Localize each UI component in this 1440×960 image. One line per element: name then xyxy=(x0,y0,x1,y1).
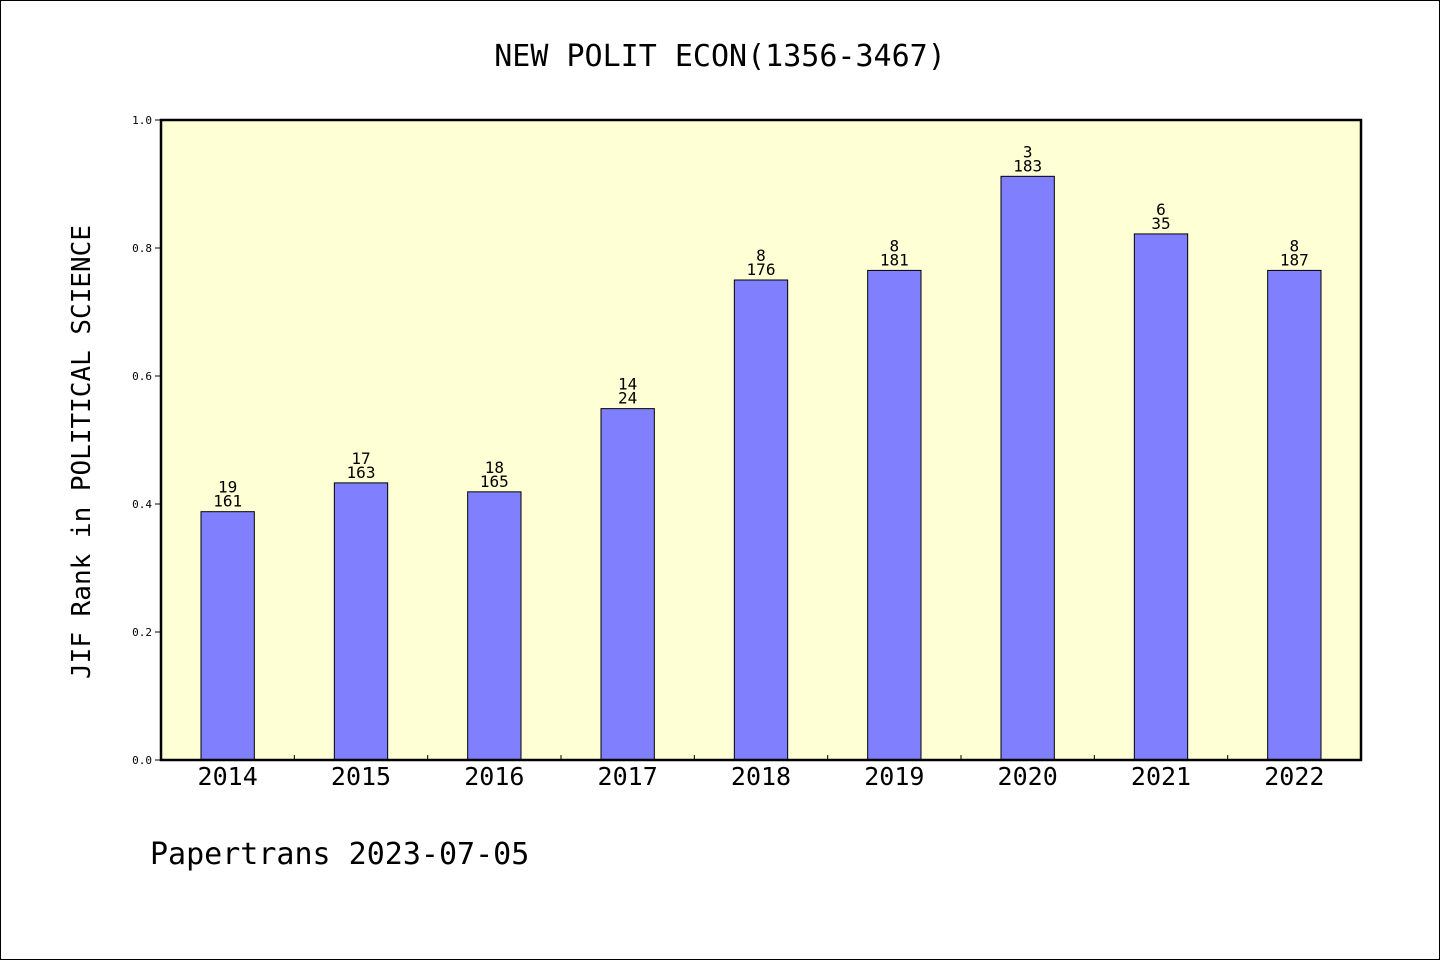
data-label-top-2022: 8 xyxy=(1290,236,1300,255)
y-tick-label: 0.4 xyxy=(132,498,152,511)
data-label-top-2020: 3 xyxy=(1023,142,1033,161)
bars-group xyxy=(200,175,1322,761)
data-label-bottom-2017: 24 xyxy=(618,389,637,408)
data-label-bottom-2021: 35 xyxy=(1151,214,1170,233)
x-tick-label-2015: 2015 xyxy=(331,762,391,791)
bar-2014 xyxy=(200,511,255,761)
data-label-top-2018: 8 xyxy=(756,246,766,265)
bar-2022 xyxy=(1267,269,1322,761)
data-label-bottom-2019: 181 xyxy=(880,250,909,269)
x-tick-label-2022: 2022 xyxy=(1264,762,1324,791)
y-tick-label: 0.0 xyxy=(132,754,152,767)
data-label-bottom-2022: 187 xyxy=(1280,250,1309,269)
data-label-top-2015: 17 xyxy=(351,449,370,468)
y-tick-label: 0.8 xyxy=(132,242,152,255)
data-label-top-2014: 19 xyxy=(218,478,237,497)
x-tick-label-2020: 2020 xyxy=(998,762,1058,791)
data-label-bottom-2018: 176 xyxy=(747,260,776,279)
footer-credit: Papertrans 2023-07-05 xyxy=(150,837,529,872)
bar-2016 xyxy=(467,491,522,761)
x-tick-label-2019: 2019 xyxy=(864,762,924,791)
bar-2015 xyxy=(333,482,389,761)
data-label-bottom-2015: 163 xyxy=(347,463,376,482)
y-axis: 0.0 0.2 0.4 0.6 0.8 1.0 xyxy=(132,114,161,767)
x-axis: 2014 2015 2016 2017 2018 2019 2020 2021 2022 xyxy=(198,755,1324,791)
y-axis-label: JIF Rank in POLITICAL SCIENCE xyxy=(67,225,97,679)
y-tick-label: 0.6 xyxy=(132,370,152,383)
data-label-top-2019: 8 xyxy=(890,236,900,255)
y-tick-label: 1.0 xyxy=(132,114,152,127)
bar-2021 xyxy=(1133,233,1189,761)
data-label-top-2021: 6 xyxy=(1156,200,1166,219)
x-tick-label-2018: 2018 xyxy=(731,762,791,791)
bar-2017 xyxy=(600,408,655,761)
y-tick-label: 0.2 xyxy=(132,626,152,639)
x-tick-label-2017: 2017 xyxy=(598,762,658,791)
data-label-bottom-2020: 183 xyxy=(1013,156,1042,175)
data-label-top-2017: 14 xyxy=(618,375,637,394)
bar-2018 xyxy=(733,279,789,761)
data-label-top-2016: 18 xyxy=(485,458,504,477)
bar-2020 xyxy=(1000,175,1055,761)
plot-border xyxy=(159,118,1363,762)
x-tick-label-2016: 2016 xyxy=(464,762,524,791)
x-tick-label-2014: 2014 xyxy=(198,762,258,791)
bar-2019 xyxy=(867,269,922,761)
chart-title: NEW POLIT ECON(1356-3467) xyxy=(494,39,946,74)
data-label-bottom-2014: 161 xyxy=(213,492,242,511)
x-tick-label-2021: 2021 xyxy=(1131,762,1191,791)
data-label-bottom-2016: 165 xyxy=(480,472,509,491)
